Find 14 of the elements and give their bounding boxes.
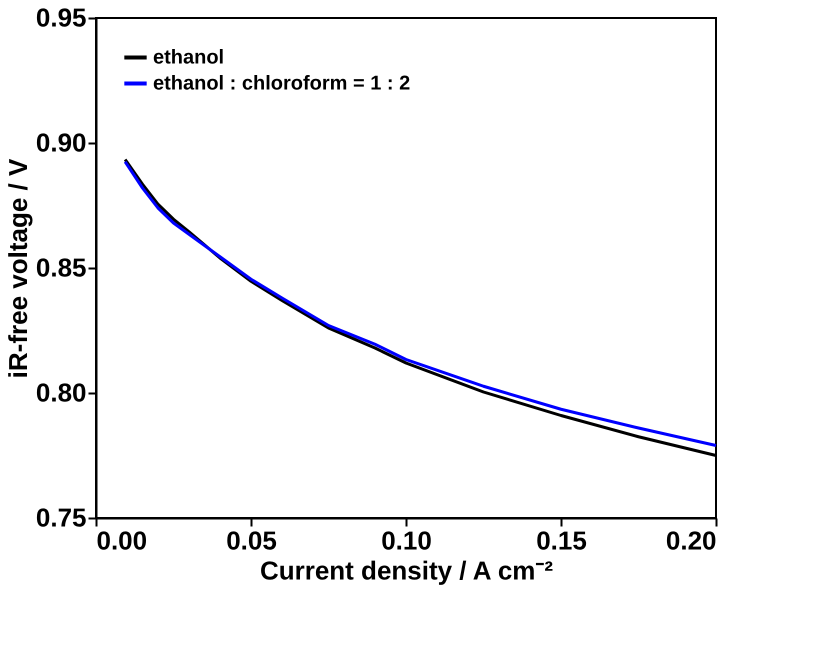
legend-label: ethanol : chloroform = 1 : 2 [153,72,410,94]
y-tick-label: 0.95 [36,2,86,32]
x-tick-label: 0.20 [666,526,716,556]
legend-label: ethanol [153,46,224,68]
y-tick-label: 0.75 [36,502,86,532]
y-tick-label: 0.90 [36,128,86,158]
y-tick-label: 0.80 [36,378,86,408]
x-tick-label: 0.10 [381,526,432,556]
y-axis-title: iR-free voltage / V [2,158,33,378]
x-tick-label: 0.15 [536,526,587,556]
x-axis-title: Current density / A cm⁻² [260,556,554,586]
x-tick-label: 0.00 [96,526,148,556]
y-tick-label: 0.85 [36,252,86,282]
x-tick-label: 0.05 [226,526,277,556]
